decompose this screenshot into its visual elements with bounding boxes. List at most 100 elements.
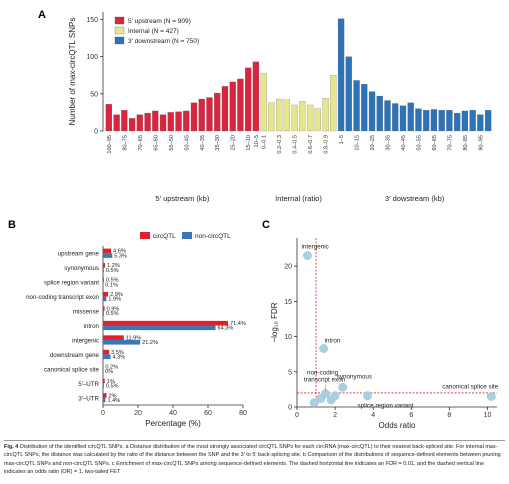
a-bar — [113, 114, 120, 132]
b-legend-swatch — [182, 232, 192, 239]
a-bar — [353, 80, 360, 132]
a-bar — [423, 110, 430, 132]
a-bar — [283, 99, 291, 132]
b-bar — [103, 320, 228, 326]
a-x-tick-label: 35–30 — [215, 135, 221, 151]
a-y-axis-label: Number of max-circQTL SNPs — [68, 18, 77, 126]
a-legend-swatch — [114, 16, 125, 25]
b-category-label: intron — [84, 323, 100, 330]
panel-label-a: A — [38, 9, 46, 21]
a-bar — [268, 102, 275, 132]
a-bar — [128, 118, 136, 132]
a-bar — [446, 110, 453, 132]
a-x-tick-label: 40–45 — [401, 135, 407, 151]
b-bar-label: 0.5% — [106, 311, 119, 317]
b-category-label: missense — [73, 309, 100, 316]
b-x-tick-label: 80 — [239, 410, 247, 417]
a-bar — [330, 75, 337, 132]
b-bar — [103, 277, 104, 283]
caption-text: Distribution of the identified circQTL S… — [4, 444, 501, 476]
b-x-tick-label: 40 — [169, 410, 177, 417]
b-bar-label: 2.9% — [110, 292, 123, 298]
b-bar-label: 0.5% — [106, 383, 119, 389]
b-x-axis-label: Percentage (%) — [145, 419, 201, 428]
b-bar-label: 0% — [105, 369, 113, 375]
panel-label-b: B — [8, 219, 16, 231]
b-bar — [103, 306, 105, 312]
a-bar — [105, 104, 112, 132]
b-bar-label: 4.6% — [113, 249, 126, 255]
a-bar — [221, 86, 229, 132]
c-point-label: intron — [325, 338, 341, 345]
b-bar-label: 1.9% — [108, 297, 121, 303]
b-legend-swatch — [140, 232, 150, 239]
c-point — [303, 251, 312, 261]
c-point-label: non-coding — [307, 370, 339, 377]
a-x-tick-label: 40–35 — [200, 135, 206, 151]
figure-caption: Fig. 4 Distribution of the identified ci… — [4, 440, 505, 477]
b-bar-label: 0.5% — [106, 268, 119, 274]
a-x-tick-label: 0.6–0.7 — [308, 135, 314, 154]
c-point — [309, 398, 319, 408]
a-group-label: Internal (ratio) — [275, 194, 322, 203]
a-x-tick-label: 0–0.1 — [262, 135, 268, 149]
a-bar — [276, 98, 283, 132]
b-x-tick-label: 20 — [134, 410, 142, 417]
a-bar — [291, 104, 298, 132]
b-category-label: non-coding transcript exon — [26, 294, 99, 301]
b-bar — [103, 354, 111, 360]
a-x-tick-label: 70–65 — [138, 135, 144, 151]
b-bar — [103, 253, 113, 258]
a-bar — [337, 18, 345, 132]
a-bar — [175, 111, 182, 132]
b-bar-label: 0.2% — [105, 364, 118, 370]
b-bar-label: 0.1% — [105, 282, 118, 288]
a-group-label: 3′ dowstream (kb) — [385, 194, 445, 203]
a-bar — [306, 104, 314, 132]
a-y-tick-label: 0 — [94, 129, 98, 136]
b-bar — [103, 397, 106, 403]
b-category-label: synonymous — [64, 265, 99, 272]
c-y-tick-label: 15 — [284, 299, 292, 306]
panel-label-c: C — [262, 219, 270, 231]
b-category-label: canonical splice site — [44, 366, 100, 373]
b-category-label: 5′–UTR — [78, 381, 99, 388]
b-x-tick-label: 60 — [204, 410, 212, 417]
a-x-tick-label: 0.4–0.5 — [293, 135, 299, 154]
a-bar — [376, 95, 383, 132]
a-legend-label: 5′ upstream (N = 909) — [128, 18, 191, 25]
a-x-tick-label: 70–75 — [447, 135, 453, 151]
c-point — [316, 394, 326, 403]
b-bar — [103, 349, 110, 355]
b-bar — [103, 325, 216, 331]
c-y-tick-label: 20 — [284, 264, 292, 271]
a-bar — [159, 114, 167, 132]
panel-a-histogram: 0 50 100 150 Number of max-circQTL SNPs 100–9… — [68, 12, 492, 203]
a-bar — [399, 105, 407, 132]
c-x-axis-label: Odds ratio — [379, 421, 416, 430]
a-x-tick-label: 1–5 — [339, 135, 345, 144]
b-category-label: upstream gene — [58, 251, 100, 258]
c-y-tick-label: 10 — [284, 334, 292, 341]
a-x-tick-label: 10–15 — [355, 135, 361, 151]
c-point-label: synonymous — [337, 373, 372, 380]
b-bar-label: 3.5% — [111, 350, 124, 356]
a-x-tick-label: 15–10 — [246, 135, 252, 151]
a-bar — [121, 110, 128, 132]
panel-c-scatter: 0 2 4 6 8 10 0 5 10 15 20 Odds ratio −log₁₀ FDR inter… — [270, 238, 499, 430]
a-bar — [368, 91, 376, 132]
a-x-tick-label: 30–35 — [386, 135, 392, 151]
a-x-tick-label: 0.2–0.3 — [277, 135, 283, 154]
b-x-tick-label: 0 — [101, 410, 105, 417]
a-x-tick-label: 90–95 — [478, 135, 484, 151]
b-category-label: 3′–UTR — [78, 395, 99, 402]
a-x-tick-label: 100–95 — [107, 135, 113, 154]
a-bar — [407, 102, 414, 132]
b-bar — [103, 339, 141, 345]
b-bar — [103, 378, 105, 384]
b-category-label: downstream gene — [50, 352, 100, 359]
a-x-tick-label: 80–85 — [463, 135, 469, 151]
c-point-label: transcript exon — [304, 377, 346, 384]
a-x-tick-label: 65–60 — [153, 135, 159, 151]
